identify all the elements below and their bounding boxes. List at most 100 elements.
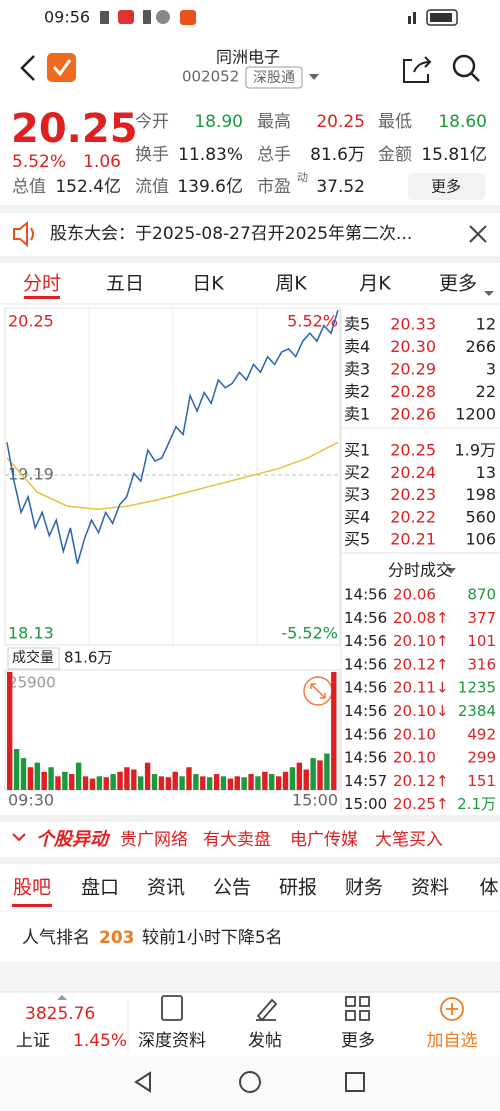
book-price: 20.29: [390, 360, 436, 379]
book-label: 买4: [344, 507, 370, 526]
volume-total: 81.6万: [64, 649, 112, 667]
trade-volume: 1235: [458, 679, 496, 697]
separator: [0, 256, 500, 263]
bottom-button[interactable]: 更多: [341, 1031, 375, 1051]
mover-item[interactable]: 有大卖盘: [203, 830, 271, 850]
volume-bar: [158, 776, 165, 790]
share-button[interactable]: [403, 56, 432, 83]
volume-bar: [262, 771, 268, 790]
bottom-button[interactable]: 加自选: [427, 1031, 478, 1051]
trade-volume: 2384: [458, 702, 496, 720]
nav-home[interactable]: [239, 1071, 261, 1093]
volume-bar: [124, 767, 130, 790]
app-logo: [47, 53, 76, 82]
movers-badge: 个股异动: [36, 829, 111, 850]
stat-value: 18.90: [194, 112, 243, 132]
tag-dropdown[interactable]: [309, 74, 319, 80]
volume-bar: [200, 776, 206, 790]
stat-label-sup: 动: [297, 171, 308, 184]
volume-bar: [248, 774, 254, 790]
info-tab[interactable]: 资料: [411, 877, 449, 899]
chart-tab[interactable]: 周K: [275, 273, 307, 295]
more-button-bg[interactable]: [408, 173, 485, 200]
trades-arrow: [446, 568, 456, 574]
volume-tick-label: 25900: [8, 674, 56, 692]
trade-time: 14:56: [344, 632, 387, 650]
book-volume: 560: [465, 507, 496, 526]
volume-bar: [138, 776, 144, 790]
bottom-icons: [161, 995, 464, 1022]
chart-tab[interactable]: 更多: [439, 273, 477, 295]
volume-bar: [55, 776, 61, 790]
volume-bar: [303, 769, 309, 790]
chart-tab[interactable]: 月K: [359, 273, 391, 295]
mover-item[interactable]: 大笔买入: [375, 830, 443, 850]
popularity-rank: 203: [99, 928, 135, 948]
volume-bar: [151, 774, 158, 790]
tab-underline: [24, 296, 60, 299]
stock-tag: 深股通: [253, 70, 295, 86]
movers-chevron: [12, 833, 26, 842]
trade-volume: 492: [467, 725, 496, 743]
tab-underline: [12, 904, 52, 907]
trade-time: 14:57: [344, 772, 387, 790]
nav-back[interactable]: [134, 1071, 151, 1093]
info-tab[interactable]: 公告: [213, 877, 251, 899]
volume-bar: [13, 748, 20, 790]
volume-bar: [41, 771, 47, 790]
info-tab[interactable]: 财务: [345, 877, 383, 899]
bottom-button[interactable]: 深度资料: [138, 1031, 206, 1051]
trade-volume: 299: [467, 749, 496, 767]
volume-bar: [165, 777, 171, 790]
nav-recent[interactable]: [345, 1072, 365, 1092]
info-tab[interactable]: 体: [479, 877, 498, 899]
volume-bar: [69, 774, 75, 790]
volume-bar: [296, 762, 303, 790]
mover-item[interactable]: 电广传媒: [290, 830, 358, 850]
info-tab[interactable]: 资讯: [147, 877, 185, 899]
volume-bar: [193, 774, 199, 790]
info-tab[interactable]: 研报: [279, 877, 317, 899]
book-price: 20.33: [390, 315, 436, 334]
book-label: 买1: [344, 441, 370, 460]
volume-label-box: [7, 647, 60, 670]
trade-volume: 377: [467, 609, 496, 627]
search-button[interactable]: [452, 54, 480, 82]
book-price: 20.26: [390, 405, 436, 424]
trade-time: 14:56: [344, 702, 387, 720]
stat-value: 81.6万: [310, 145, 365, 165]
chart-tab[interactable]: 五日: [106, 273, 144, 295]
bottom-button[interactable]: 发帖: [248, 1031, 282, 1051]
mover-item[interactable]: 贵广网络: [120, 830, 188, 850]
volume-bar: [103, 777, 109, 790]
book-label: 买2: [344, 463, 370, 482]
volume-bar: [131, 769, 137, 790]
book-volume: 22: [476, 382, 496, 401]
back-button[interactable]: [20, 55, 35, 81]
volume-bar: [62, 771, 68, 790]
stat-label: 总值: [12, 177, 46, 197]
logo-check: [52, 59, 72, 77]
chart-tab[interactable]: 日K: [192, 273, 224, 295]
stat-label: 金额: [378, 145, 412, 165]
more-button[interactable]: 更多: [431, 178, 461, 196]
close-notice[interactable]: [469, 225, 487, 243]
y-tick-label: 18.13: [8, 624, 54, 643]
trade-time: 15:00: [344, 795, 387, 813]
book-volume: 3: [486, 360, 496, 379]
chart-tab[interactable]: 分时: [23, 273, 61, 295]
trade-time: 14:56: [344, 609, 387, 627]
volume-bar: [96, 776, 103, 790]
info-tab[interactable]: 股吧: [13, 877, 51, 899]
trade-price: 20.25↑: [393, 795, 449, 813]
volume-bar: [186, 767, 192, 790]
speaker-icon: [13, 220, 34, 248]
volume-label: 成交量: [12, 649, 54, 666]
info-tab[interactable]: 盘口: [81, 877, 119, 899]
volume-bar: [282, 771, 289, 790]
volume-bar: [275, 776, 282, 790]
stat-value: 139.6亿: [177, 177, 243, 197]
volume-bar: [144, 762, 151, 790]
tab-more-arrow: [484, 291, 494, 296]
